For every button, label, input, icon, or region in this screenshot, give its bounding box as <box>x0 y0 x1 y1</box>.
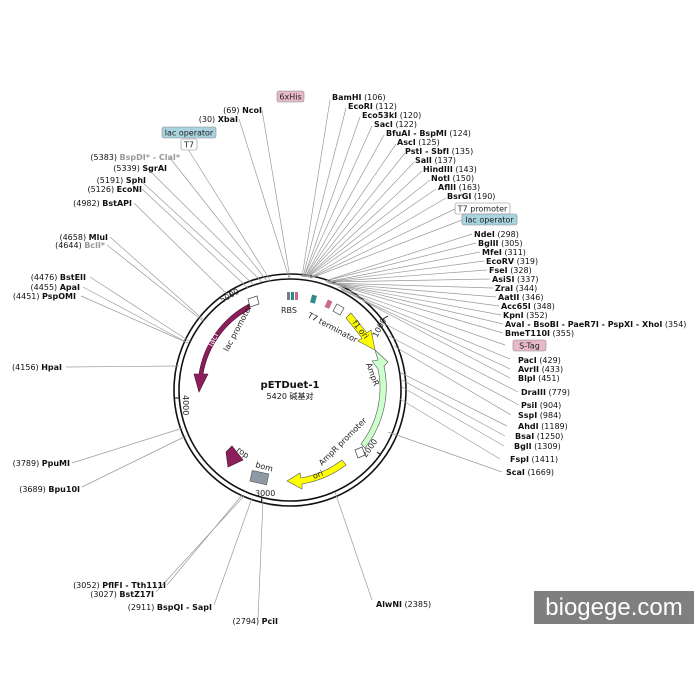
tag-s-tag: S-Tag <box>512 339 547 352</box>
site-psii: PsiI (904) <box>521 401 561 410</box>
tag-6xhis: 6xHis <box>276 90 305 103</box>
site-bgli: BglI (1309) <box>514 442 561 451</box>
site-pspomi: (4451) PspOMI <box>13 292 76 301</box>
site-pcii: (2794) PciI <box>233 617 279 626</box>
tick-label-1000: 1000 <box>371 317 389 339</box>
site-pflfi-tth111i: (3052) PflFI - Tth111I <box>73 581 166 590</box>
tick-marks <box>175 291 389 504</box>
site-bcli: (4644) BclI* <box>55 241 106 250</box>
site-zrai: ZraI (344) <box>495 284 537 293</box>
site-bmet110i: BmeT110I (355) <box>505 329 574 338</box>
site-bspqi-sapi: (2911) BspQI - SapI <box>128 603 212 612</box>
ampr-promoter-label: AmpR promoter <box>317 416 369 468</box>
site-mlui: (4658) MluI <box>59 233 108 242</box>
tag-lac-operator-right: lac operator <box>461 213 518 226</box>
site-fsei: FseI (328) <box>489 266 532 275</box>
site-sspi: SspI (984) <box>518 411 561 420</box>
site-asci: AscI (125) <box>397 138 440 147</box>
site-eco53ki: Eco53kI (120) <box>362 111 421 120</box>
site-bsteii: (4476) BstEII <box>31 273 86 282</box>
site-ahdi: AhdI (1189) <box>518 422 568 431</box>
svg-text:lac operator: lac operator <box>465 216 514 225</box>
site-aflii: AflII (163) <box>438 183 480 192</box>
leader-lines <box>65 99 520 620</box>
bom-box <box>249 470 270 486</box>
site-sphi: (5191) SphI <box>97 176 146 185</box>
site-apai: (4455) ApaI <box>31 283 80 292</box>
backbone-outer-ring <box>173 273 407 507</box>
watermark: biogege.com <box>534 591 694 624</box>
site-scai: ScaI (1669) <box>506 468 554 477</box>
tag-t7-top: T7 <box>180 138 198 151</box>
site-alwni: AlwNI (2385) <box>376 600 431 609</box>
t7-marker <box>310 294 317 304</box>
ampr-arrow <box>360 349 389 449</box>
site-noti: NotI (150) <box>431 174 474 183</box>
site-psti-sbfi: PstI - SbfI (135) <box>405 147 473 156</box>
site-bsrgi: BsrGI (190) <box>447 192 495 201</box>
ori-arrow <box>286 459 347 490</box>
ampr-promoter-box <box>354 446 366 459</box>
svg-text:T7: T7 <box>183 141 194 150</box>
site-asisi: AsiSI (337) <box>492 275 539 284</box>
svg-text:6xHis: 6xHis <box>279 93 301 102</box>
site-ndei: NdeI (298) <box>474 230 519 239</box>
site-bfuai-bspmi: BfuAI - BspMI (124) <box>386 129 471 138</box>
plasmid-name: pETDuet-1 <box>261 380 320 391</box>
f1-ori-arrow <box>345 312 376 351</box>
laci-arrow <box>193 303 251 393</box>
site-ecori: EcoRI (112) <box>348 102 397 111</box>
stag-marker <box>324 299 333 309</box>
lac-promoter-label: lac promoter <box>222 303 254 353</box>
site-fspi: FspI (1411) <box>510 455 558 464</box>
tag-t7-promoter: T7 promoter <box>454 202 511 215</box>
site-econi: (5126) EcoNI <box>87 185 142 194</box>
svg-text:S-Tag: S-Tag <box>519 342 540 351</box>
site-paci: PacI (429) <box>518 356 561 365</box>
site-blpi: BlpI (451) <box>518 374 560 383</box>
site-acc65i: Acc65I (348) <box>501 302 555 311</box>
site-bamhi: BamHI (106) <box>332 93 386 102</box>
site-hpai: (4156) HpaI <box>12 363 62 372</box>
ori-label: ori <box>311 469 324 481</box>
site-bpu10i: (3689) Bpu10I <box>19 485 80 494</box>
bom-label: bom <box>254 460 274 473</box>
site-bstapi: (4982) BstAPI <box>73 199 132 208</box>
site-avrii: AvrII (433) <box>518 365 563 374</box>
site-sali: SalI (137) <box>415 156 456 165</box>
svg-text:T7 promoter: T7 promoter <box>457 205 508 214</box>
site-bglii: BglII (305) <box>478 239 523 248</box>
site-bsai: BsaI (1250) <box>515 432 563 441</box>
site-aatii: AatII (346) <box>498 293 543 302</box>
tick-label-3000: 3000 <box>255 489 275 498</box>
site-hindiii: HindIII (143) <box>423 165 477 174</box>
plasmid-size: 5420 碱基对 <box>267 391 314 401</box>
t7-terminator-box <box>332 303 345 316</box>
site-bspdi-clai: (5383) BspDI* - ClaI* <box>90 153 180 162</box>
lac-promoter-box <box>247 295 260 308</box>
site-xbai: (30) XbaI <box>199 115 238 124</box>
site-saci: SacI (122) <box>374 120 417 129</box>
rbs-label: RBS <box>281 306 297 315</box>
svg-text:lac operator: lac operator <box>165 129 214 138</box>
site-mfei: MfeI (311) <box>482 248 526 257</box>
rbs-marks <box>287 292 298 300</box>
site-draiii: DraIII (779) <box>521 388 570 397</box>
site-ncoi: (69) NcoI <box>223 106 262 115</box>
tick-label-4000: 4000 <box>181 395 190 415</box>
site-ecorv: EcoRV (319) <box>486 257 538 266</box>
site-bstz17i: (3027) BstZ17I <box>90 590 154 599</box>
site-sgrai: (5339) SgrAI <box>113 164 167 173</box>
tag-lac-operator-top: lac operator <box>161 126 217 139</box>
site-avai-xhoi: AvaI - BsoBI - PaeR7I - PspXI - XhoI (35… <box>505 320 686 329</box>
rop-arrow <box>225 445 244 468</box>
site-ppumi: (3789) PpuMI <box>13 459 70 468</box>
backbone-inner-ring <box>178 278 402 502</box>
site-kpni: KpnI (352) <box>503 311 548 320</box>
